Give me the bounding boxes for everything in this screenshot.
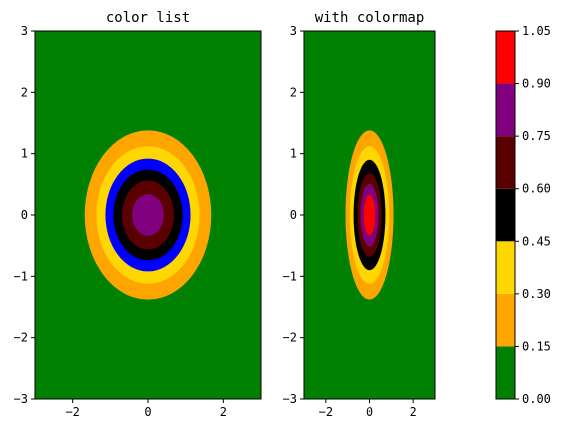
colorbar-tick-label: 0.75 (522, 129, 551, 143)
plot-title: with colormap (315, 10, 425, 26)
y-tick-label: −2 (14, 331, 28, 345)
plot-title: color list (106, 10, 190, 26)
colorbar-segment (496, 241, 515, 294)
plot-area (35, 31, 261, 399)
colorbar-tick-label: 0.45 (522, 234, 551, 248)
colorbar-segment (496, 293, 515, 347)
y-tick-label: 1 (290, 147, 297, 161)
y-tick-label: −2 (283, 331, 297, 345)
colorbar-segment (496, 31, 515, 84)
x-tick-label: 2 (220, 405, 227, 419)
y-tick-label: −3 (283, 392, 297, 406)
colorbar-tick-label: 0.15 (522, 339, 551, 353)
watermark-text: CSDN @长路漫漫2021 (364, 403, 546, 423)
plot-area (304, 31, 435, 399)
colorbar: 0.00 0.15 0.30 0.45 0.60 0.75 0.90 1.05 (495, 24, 551, 406)
x-tick-label: −2 (319, 405, 333, 419)
colorbar-segment (496, 188, 515, 242)
y-tick-label: 3 (21, 24, 28, 38)
x-tick-label: 0 (366, 405, 373, 419)
colorbar-frame (495, 30, 516, 400)
y-tick-label: −3 (14, 392, 28, 406)
colorbar-tick-label: 1.05 (522, 24, 551, 38)
colorbar-segment (496, 136, 515, 189)
right-plot-panel: −2 0 2 −3 −2 −1 0 1 2 3 with colormap (283, 10, 436, 419)
y-tick-label: 0 (290, 208, 297, 222)
contour-band-6 (363, 194, 376, 236)
left-plot-panel: −2 0 2 −3 −2 −1 0 1 2 3 color list (14, 10, 262, 419)
y-tick-label: 2 (290, 85, 297, 99)
y-tick-label: −1 (283, 269, 297, 283)
y-tick-label: 2 (21, 85, 28, 99)
colorbar-segment (496, 346, 515, 399)
x-tick-label: −2 (65, 405, 79, 419)
colorbar-tick-label: 0.90 (522, 77, 551, 91)
colorbar-tick-label: 0.60 (522, 182, 551, 196)
x-tick-label: 0 (144, 405, 151, 419)
contour-band-6 (132, 194, 164, 236)
colorbar-segment (496, 83, 515, 137)
colorbar-tick-label: 0.30 (522, 287, 551, 301)
y-tick-label: 0 (21, 208, 28, 222)
y-tick-label: 1 (21, 147, 28, 161)
colorbar-tick-label: 0.00 (522, 392, 551, 406)
y-tick-label: 3 (290, 24, 297, 38)
y-tick-label: −1 (14, 269, 28, 283)
x-tick-label: 2 (410, 405, 417, 419)
